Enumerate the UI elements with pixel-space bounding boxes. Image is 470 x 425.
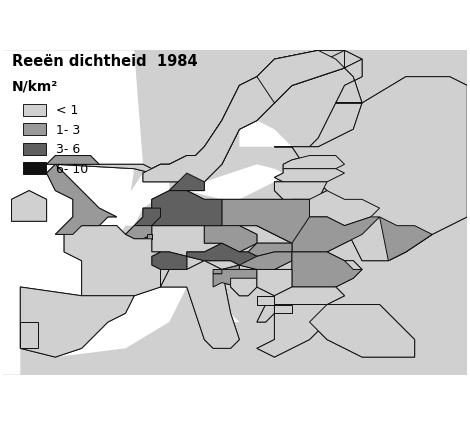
Polygon shape xyxy=(274,287,345,305)
Polygon shape xyxy=(274,169,345,182)
Polygon shape xyxy=(143,51,345,182)
Polygon shape xyxy=(3,51,143,374)
Text: N/km²: N/km² xyxy=(12,79,58,94)
Polygon shape xyxy=(152,252,187,269)
Polygon shape xyxy=(257,305,327,357)
Polygon shape xyxy=(213,269,257,287)
Polygon shape xyxy=(380,217,432,261)
Polygon shape xyxy=(20,322,38,348)
Polygon shape xyxy=(213,269,257,287)
Polygon shape xyxy=(20,287,134,357)
Polygon shape xyxy=(161,261,239,348)
Polygon shape xyxy=(248,243,292,256)
Polygon shape xyxy=(187,164,283,199)
Polygon shape xyxy=(204,226,257,252)
Polygon shape xyxy=(55,51,362,173)
Polygon shape xyxy=(125,226,152,239)
Polygon shape xyxy=(222,199,309,243)
Polygon shape xyxy=(257,305,327,357)
Polygon shape xyxy=(55,287,187,357)
Polygon shape xyxy=(204,226,257,252)
Polygon shape xyxy=(274,305,292,313)
Polygon shape xyxy=(292,252,362,287)
Polygon shape xyxy=(20,322,38,348)
Polygon shape xyxy=(12,190,47,221)
Legend: < 1, 1- 3, 3- 6, 6- 10: < 1, 1- 3, 3- 6, 6- 10 xyxy=(18,99,93,181)
Polygon shape xyxy=(283,156,345,169)
Polygon shape xyxy=(3,51,467,374)
Polygon shape xyxy=(231,278,257,296)
Polygon shape xyxy=(125,164,169,226)
Polygon shape xyxy=(47,164,117,235)
Polygon shape xyxy=(169,173,204,190)
Polygon shape xyxy=(257,269,292,296)
Polygon shape xyxy=(55,51,362,173)
Polygon shape xyxy=(148,235,152,239)
Polygon shape xyxy=(345,261,362,269)
Polygon shape xyxy=(152,190,222,226)
Polygon shape xyxy=(47,164,117,235)
Polygon shape xyxy=(20,287,134,357)
Polygon shape xyxy=(187,243,257,265)
Polygon shape xyxy=(257,305,274,322)
Polygon shape xyxy=(274,169,345,182)
Polygon shape xyxy=(231,278,257,296)
Polygon shape xyxy=(12,190,47,221)
Polygon shape xyxy=(283,156,345,169)
Polygon shape xyxy=(187,243,257,265)
Polygon shape xyxy=(257,296,274,305)
Polygon shape xyxy=(204,287,239,322)
Polygon shape xyxy=(213,265,239,274)
Polygon shape xyxy=(143,51,345,182)
Polygon shape xyxy=(64,226,161,296)
Polygon shape xyxy=(274,182,327,199)
Polygon shape xyxy=(274,182,327,199)
Polygon shape xyxy=(292,190,380,226)
Polygon shape xyxy=(292,76,467,261)
Polygon shape xyxy=(248,243,292,256)
Polygon shape xyxy=(152,190,222,226)
Polygon shape xyxy=(292,190,380,226)
Polygon shape xyxy=(257,296,274,305)
Polygon shape xyxy=(257,305,274,322)
Polygon shape xyxy=(239,120,309,147)
Polygon shape xyxy=(47,156,99,164)
Polygon shape xyxy=(292,252,362,287)
Polygon shape xyxy=(257,199,380,252)
Polygon shape xyxy=(309,305,415,357)
Polygon shape xyxy=(345,261,362,269)
Polygon shape xyxy=(380,217,432,261)
Polygon shape xyxy=(169,173,204,190)
Polygon shape xyxy=(161,261,239,348)
Polygon shape xyxy=(239,252,292,269)
Text: Reeën dichtheid  1984: Reeën dichtheid 1984 xyxy=(12,54,198,68)
Polygon shape xyxy=(292,76,467,261)
Polygon shape xyxy=(134,208,161,226)
Polygon shape xyxy=(257,51,362,147)
Polygon shape xyxy=(274,305,292,313)
Polygon shape xyxy=(274,287,345,305)
Polygon shape xyxy=(125,226,152,239)
Polygon shape xyxy=(257,51,362,147)
Polygon shape xyxy=(64,226,161,296)
Polygon shape xyxy=(213,265,239,274)
Polygon shape xyxy=(257,269,292,296)
Polygon shape xyxy=(222,199,309,243)
Polygon shape xyxy=(152,252,187,269)
Polygon shape xyxy=(239,252,292,269)
Polygon shape xyxy=(148,235,152,239)
Polygon shape xyxy=(47,156,99,164)
Polygon shape xyxy=(257,199,380,252)
Polygon shape xyxy=(134,208,161,226)
Polygon shape xyxy=(309,305,415,357)
